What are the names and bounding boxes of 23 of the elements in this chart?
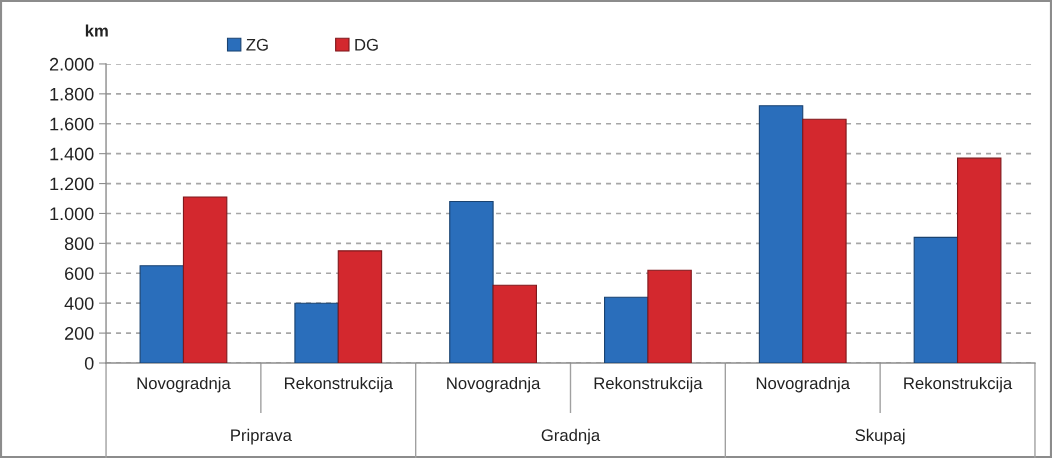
y-tick-label: 1.200: [50, 177, 94, 191]
y-tick-label: 1.000: [50, 207, 94, 221]
y-tick-label: 600: [65, 267, 94, 281]
x-tick-label: Rekonstrukcija: [284, 376, 393, 393]
y-axis-title: km: [85, 24, 108, 37]
y-tick-label: 1.400: [50, 147, 94, 161]
text: Priprava: [231, 428, 292, 445]
y-tick-label: 1.800: [50, 87, 94, 101]
y-tick-label: 1.600: [50, 117, 94, 131]
y-tick-label: 0: [84, 356, 94, 370]
x-tick-label: Novogradnja: [756, 376, 850, 393]
y-tick-label: 200: [65, 327, 94, 340]
y-tick-label: 400: [64, 297, 94, 310]
text: Skupaj: [855, 428, 905, 445]
text: Gradnja: [541, 428, 601, 445]
x-tick-label: Rekonstrukcija: [594, 376, 703, 393]
legend-label: DG: [355, 38, 378, 51]
x-tick-label: Novogradnja: [137, 376, 231, 393]
legend-label: ZG: [246, 38, 268, 51]
x-tick-label: Rekonstrukcija: [904, 376, 1013, 393]
y-tick-label: 2.000: [49, 57, 94, 71]
y-tick-label: 800: [64, 237, 94, 251]
x-tick-label: Novogradnja: [447, 376, 541, 393]
